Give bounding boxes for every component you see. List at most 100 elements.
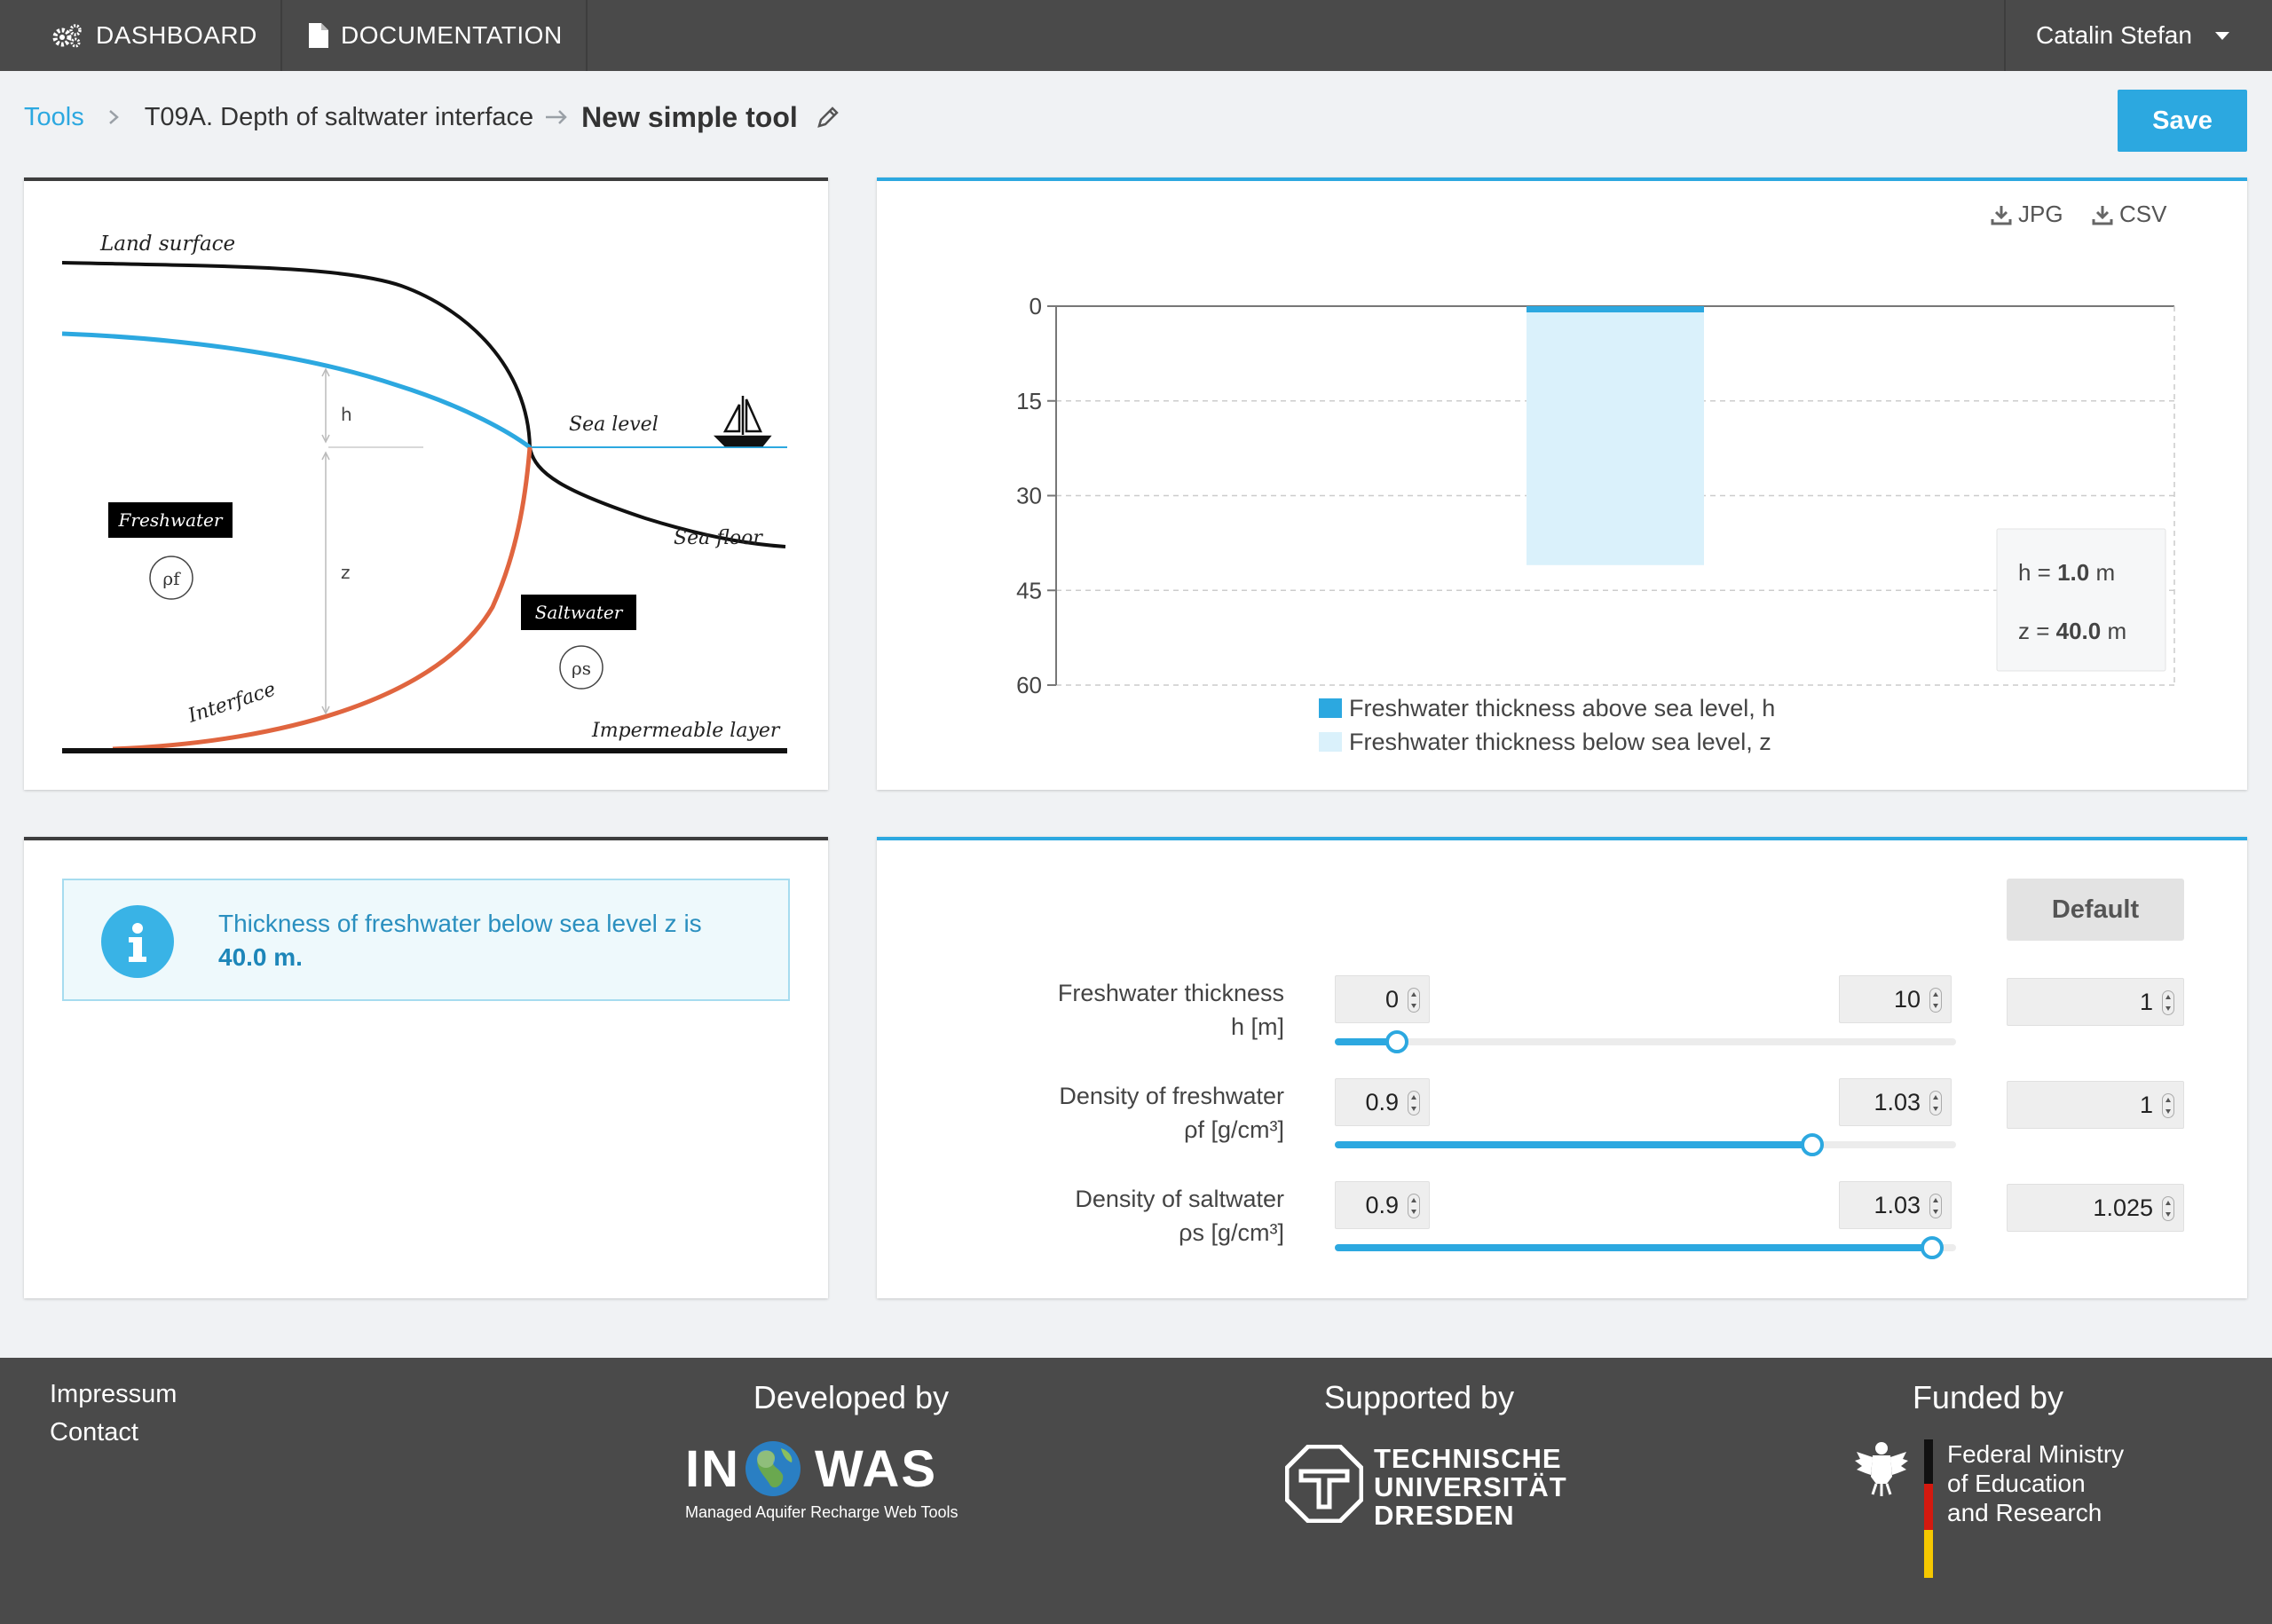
parameter-slider[interactable] [1335, 1236, 1956, 1259]
bmbf-logo: Federal Ministry of Education and Resear… [1853, 1439, 2137, 1590]
save-button[interactable]: Save [2118, 90, 2247, 152]
water-table-line [61, 331, 532, 450]
download-csv-label: CSV [2119, 201, 2167, 227]
legend-label: Freshwater thickness above sea level, h [1349, 695, 1775, 721]
arrow-right-icon [546, 110, 567, 124]
legend-swatch [1319, 732, 1342, 752]
gears-icon [52, 24, 82, 48]
chevron-right-icon [108, 110, 119, 124]
depth-chart: 0 15 30 45 60 h = 1.0 m z = 40.0 m Freshwater t… [1016, 293, 2175, 755]
user-menu[interactable]: Catalin Stefan [2004, 0, 2272, 71]
inowas-logo: IN WAS Managed Aquifer Recharge Web Tool… [685, 1440, 958, 1521]
max-input[interactable]: 1.03 [1839, 1078, 1952, 1126]
min-input[interactable]: 0 [1335, 975, 1430, 1023]
parameter-name: Density of freshwater [1059, 1083, 1284, 1109]
nav-dashboard[interactable]: DASHBOARD [51, 0, 257, 71]
spinner-icon[interactable] [2162, 1093, 2174, 1118]
max-input[interactable]: 10 [1839, 975, 1952, 1023]
legend-label: Freshwater thickness below sea level, z [1349, 729, 1771, 755]
interface-line [112, 446, 532, 752]
spinner-icon[interactable] [1408, 988, 1420, 1013]
bar-z [1526, 312, 1704, 565]
user-name: Catalin Stefan [2036, 21, 2192, 49]
spinner-icon[interactable] [1929, 988, 1942, 1013]
diagram-card: h z Land surface Sea level Sea floor Imp… [24, 177, 828, 790]
page-title: New simple tool [581, 100, 798, 133]
nav-documentation[interactable]: DOCUMENTATION [309, 0, 563, 71]
slider-fill [1335, 1038, 1397, 1045]
parameter-unit: h [m] [1230, 1013, 1284, 1040]
parameter-label: Density of freshwater ρf [g/cm³] [1059, 1079, 1284, 1147]
y-tick-label: 30 [1016, 483, 1042, 509]
download-jpg-button[interactable]: JPG [1990, 201, 2063, 228]
supported-by-heading: Supported by [1323, 1379, 1515, 1415]
parameter-slider[interactable] [1335, 1030, 1956, 1053]
tooltip-h: h = 1.0 m [2018, 559, 2115, 586]
file-icon [309, 23, 328, 48]
nav-dashboard-label: DASHBOARD [96, 21, 257, 49]
min-input[interactable]: 0.9 [1335, 1181, 1430, 1229]
max-input[interactable]: 1.03 [1839, 1181, 1952, 1229]
rho-s-symbol: ρs [572, 658, 591, 679]
download-icon [1991, 205, 2012, 225]
spinner-icon[interactable] [2162, 990, 2174, 1015]
info-icon [101, 905, 174, 978]
slider-thumb[interactable] [1385, 1030, 1408, 1053]
parameter-slider[interactable] [1335, 1133, 1956, 1156]
h-label: h [341, 404, 352, 425]
nav-documentation-label: DOCUMENTATION [341, 21, 563, 49]
spinner-icon[interactable] [1929, 1091, 1942, 1116]
result-text: Thickness of freshwater below sea level … [218, 907, 751, 974]
bar-h [1526, 306, 1704, 313]
impressum-link[interactable]: Impressum [50, 1380, 178, 1408]
sea-floor-label: Sea floor [674, 527, 763, 549]
breadcrumb-tool: T09A. Depth of saltwater interface [144, 102, 534, 131]
land-surface-label: Land surface [99, 233, 235, 256]
z-label: z [341, 562, 351, 583]
download-icon [2092, 205, 2113, 225]
value-input[interactable]: 1 [2007, 1081, 2184, 1129]
spinner-icon[interactable] [1408, 1091, 1420, 1116]
breadcrumb: Tools T09A. Depth of saltwater interface… [24, 98, 840, 137]
download-csv-button[interactable]: CSV [2091, 201, 2166, 228]
spinner-icon[interactable] [2162, 1196, 2174, 1221]
sea-level-label: Sea level [569, 414, 659, 436]
interface-label: Interface [185, 678, 279, 728]
contact-link[interactable]: Contact [50, 1418, 138, 1447]
default-button[interactable]: Default [2007, 879, 2184, 941]
parameter-label: Freshwater thickness h [m] [1058, 976, 1284, 1044]
chevron-down-icon [2214, 31, 2229, 40]
parameter-unit: ρf [g/cm³] [1184, 1116, 1284, 1143]
impermeable-layer-label: Impermeable layer [591, 720, 781, 742]
federal-eagle-icon [1855, 1442, 1908, 1496]
slider-thumb[interactable] [1801, 1133, 1825, 1156]
rho-f-symbol: ρf [162, 568, 181, 589]
min-input[interactable]: 0.9 [1335, 1078, 1430, 1126]
y-tick-label: 60 [1016, 672, 1042, 698]
value-input[interactable]: 1 [2007, 978, 2184, 1026]
sea-floor-line [528, 446, 786, 548]
slider-thumb[interactable] [1921, 1236, 1945, 1259]
breadcrumb-tools[interactable]: Tools [24, 102, 84, 131]
slider-fill [1335, 1141, 1813, 1148]
result-label: Thickness of freshwater below sea level … [218, 910, 702, 937]
land-surface-line [61, 261, 532, 448]
y-tick-label: 15 [1016, 388, 1042, 414]
download-jpg-label: JPG [2018, 201, 2063, 227]
spinner-icon[interactable] [1408, 1194, 1420, 1218]
saltwater-label: Saltwater [535, 602, 624, 623]
pencil-icon[interactable] [816, 105, 840, 130]
legend-swatch [1319, 698, 1342, 718]
top-navbar: DASHBOARD DOCUMENTATION Catalin Stefan [0, 0, 2272, 71]
funded-by-heading: Funded by [1912, 1379, 2064, 1415]
y-tick-label: 45 [1016, 577, 1042, 603]
y-tick-label: 0 [1030, 293, 1042, 319]
slider-fill [1335, 1244, 1933, 1251]
sailboat-icon [713, 396, 772, 447]
developed-by-heading: Developed by [753, 1379, 950, 1415]
result-message: Thickness of freshwater below sea level … [62, 879, 790, 1001]
tooltip-box [1996, 528, 2166, 672]
spinner-icon[interactable] [1929, 1194, 1942, 1218]
footer: Impressum Contact Developed by IN WAS Ma… [0, 1358, 2272, 1624]
value-input[interactable]: 1.025 [2007, 1184, 2184, 1232]
